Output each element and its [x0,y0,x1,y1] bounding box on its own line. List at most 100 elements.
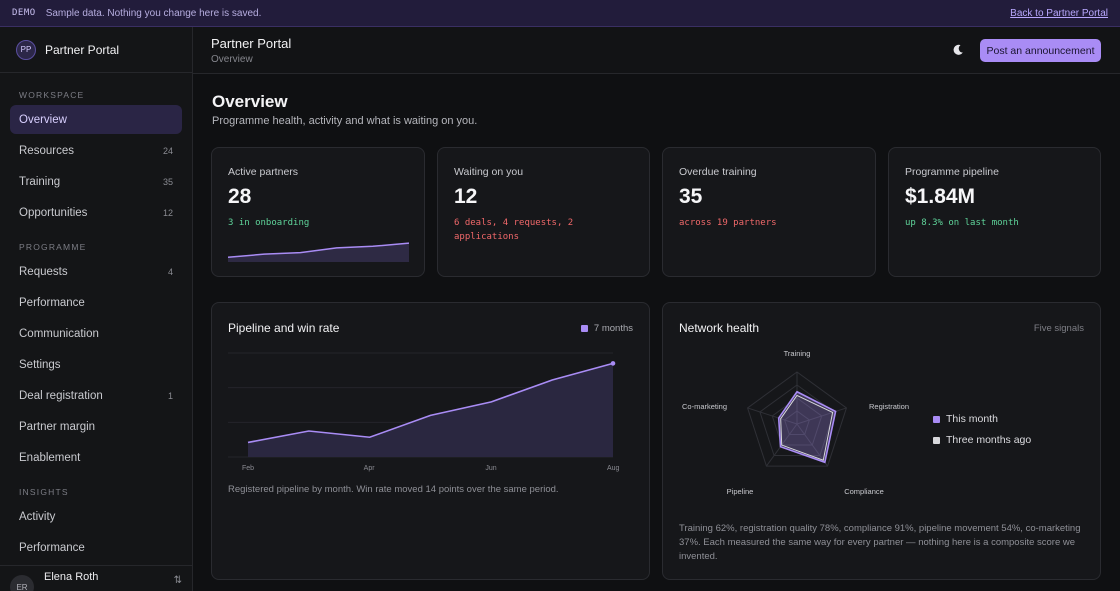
radar-spoke [747,407,798,425]
sidebar-item-partner-margin[interactable]: Partner margin [10,412,182,441]
stat-card-waiting-on-you[interactable]: Waiting on you 12 6 deals, 4 requests, 2… [437,147,650,277]
radar-ring [784,410,810,436]
sidebar-item-performance[interactable]: Performance [10,288,182,317]
sidebar-item-label: Performance [19,296,85,309]
sidebar-item-requests[interactable]: Requests 4 [10,257,182,286]
sidebar-item-label: Performance [19,541,85,554]
stat-label: Active partners [228,166,299,178]
sidebar-item-label: Deal registration [19,389,103,402]
radar-spoke [796,423,828,467]
chevron-up-down-icon[interactable]: ⇅ [173,575,182,586]
sparkline-line [228,242,409,259]
radar-axis-label: Training [784,349,811,358]
sidebar-item-label: Requests [19,265,68,278]
sidebar-item-count: 4 [167,266,173,277]
sidebar-section-heading: PROGRAMME [19,242,87,252]
sidebar-item-opportunities[interactable]: Opportunities 12 [10,198,182,227]
page-subtitle: Programme health, activity and what is w… [212,115,478,127]
pipeline-line [247,362,614,444]
stat-card-active-partners[interactable]: Active partners 28 3 in onboarding [211,147,425,277]
panel-title: Network health [679,321,760,335]
stat-note: 6 deals, 4 requests, 2 applications [454,218,574,242]
sidebar-section-heading: WORKSPACE [19,90,85,100]
radar-axis-label: Pipeline [727,487,754,496]
sidebar: PP Partner Portal WORKSPACE Overview Resou… [0,27,193,591]
stat-note: 3 in onboarding [228,218,310,228]
radar-axis-label: Registration [869,402,909,411]
breadcrumb: Overview [211,54,253,65]
pipeline-chart: Feb Apr Jun Aug [228,352,620,472]
sidebar-item-resources[interactable]: Resources 24 [10,136,182,165]
sidebar-item-count: 24 [162,145,173,156]
brand[interactable]: PP Partner Portal [0,27,192,73]
x-tick-label: Jun [485,465,496,472]
stat-card-programme-pipeline[interactable]: Programme pipeline $1.84M up 8.3% on las… [888,147,1101,277]
sidebar-item-label: Settings [19,358,61,371]
sidebar-item-label: Communication [19,327,99,340]
x-tick-label: Feb [242,465,254,472]
sidebar-item-enablement[interactable]: Enablement [10,443,182,472]
legend-item: This month [933,412,1031,426]
sidebar-section-heading: INSIGHTS [19,487,69,497]
legend-item: Three months ago [933,433,1031,447]
top-bar: Partner Portal Overview Post an announce… [193,27,1120,74]
sidebar-item-training[interactable]: Training 35 [10,167,182,196]
brand-logo: PP [16,39,36,60]
back-to-portal-link[interactable]: Back to Partner Portal [1010,7,1108,19]
sidebar-item-performance[interactable]: Performance [10,533,182,562]
latest-point [610,361,616,366]
moon-icon[interactable] [951,43,965,57]
stat-note: up 8.3% on last month [905,218,1019,228]
demo-message: Sample data. Nothing you change here is … [45,7,262,19]
sidebar-item-label: Opportunities [19,206,88,219]
stat-value: 28 [228,185,252,208]
sidebar-item-settings[interactable]: Settings [10,350,182,379]
sparkline-area [228,243,409,262]
radar-spoke [796,407,847,425]
brand-name: Partner Portal [45,42,120,57]
demo-banner: DEMO Sample data. Nothing you change her… [0,0,1120,27]
panel-tag: Five signals [1033,323,1084,334]
legend-swatch [933,415,940,423]
sparkline [228,242,409,262]
sidebar-item-label: Activity [19,510,56,523]
radar-series-this-month [777,390,837,464]
user-name: Elena Roth [44,571,99,583]
stat-label: Overdue training [679,166,757,178]
stat-note: across 19 partners [679,218,777,228]
avatar: ER [10,575,34,591]
legend-label: This month [946,413,998,425]
sidebar-item-label: Partner margin [19,420,96,433]
network-health-panel: Network health Five signals Training Regi… [662,302,1101,580]
legend-swatch [933,436,940,444]
legend-label: Three months ago [946,434,1032,446]
page-title: Overview [212,92,288,111]
radar-ring [771,397,823,446]
stat-value: $1.84M [905,185,976,208]
radar-axis-label: Co-marketing [682,402,727,411]
radar-legend: This month Three months ago [933,412,1031,447]
sidebar-item-count: 12 [162,207,173,218]
sidebar-item-deal-registration[interactable]: Deal registration 1 [10,381,182,410]
stat-label: Programme pipeline [905,166,999,178]
x-tick-label: Apr [364,465,376,472]
sidebar-item-label: Resources [19,144,74,157]
stat-card-overdue-training[interactable]: Overdue training 35 across 19 partners [662,147,876,277]
x-tick-label: Aug [607,465,620,472]
stat-value: 35 [679,185,703,208]
chart-caption: Registered pipeline by month. Win rate m… [228,484,559,495]
chart-legend: 7 months [580,323,633,334]
legend-label: 7 months [593,323,633,334]
sidebar-item-label: Enablement [19,451,81,464]
radar-axis-label: Compliance [844,487,884,496]
sidebar-item-overview[interactable]: Overview [10,105,182,134]
pipeline-area [248,363,613,457]
chart-caption: Training 62%, registration quality 78%, … [679,523,1081,562]
panel-title: Pipeline and win rate [228,321,340,335]
radar-series-three-months-ago [780,394,834,461]
user-menu[interactable]: ER Elena Roth ⇅ [0,565,192,591]
sidebar-item-activity[interactable]: Activity [10,502,182,531]
sidebar-item-communication[interactable]: Communication [10,319,182,348]
sidebar-nav: WORKSPACE Overview Resources 24 Training 35 Op… [0,90,192,562]
post-announcement-button[interactable]: Post an announcement [980,39,1101,62]
